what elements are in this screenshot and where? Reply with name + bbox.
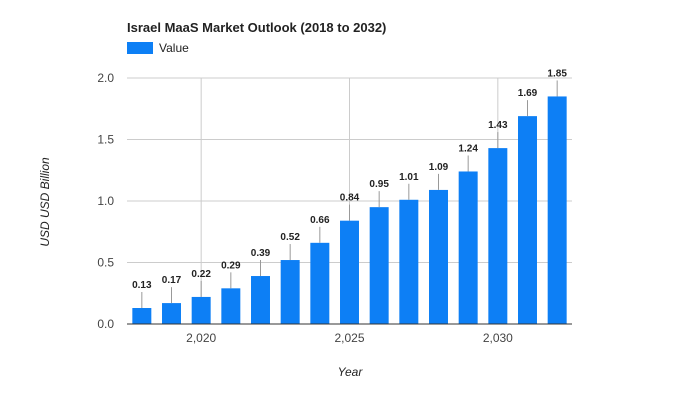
- bar: [132, 308, 152, 324]
- data-label: 0.17: [162, 275, 182, 286]
- data-label: 0.22: [191, 269, 211, 280]
- x-tick-label: 2,020: [186, 331, 216, 345]
- bars: [132, 96, 567, 324]
- data-label: 1.43: [488, 120, 508, 131]
- data-label: 0.95: [369, 179, 389, 190]
- bar: [251, 276, 270, 324]
- x-axis-title: Year: [338, 365, 364, 379]
- data-label: 1.24: [458, 143, 478, 154]
- y-axis-ticks: 0.0 0.5 1.0 1.5 2.0: [97, 71, 114, 331]
- bar: [518, 116, 537, 324]
- bar: [280, 260, 300, 324]
- x-tick-label: 2,030: [483, 331, 513, 345]
- data-label: 0.52: [280, 232, 300, 243]
- data-label: 0.66: [310, 215, 330, 226]
- y-tick-label: 1.5: [97, 133, 114, 147]
- legend: Value: [127, 41, 189, 55]
- bar: [340, 220, 359, 324]
- legend-label: Value: [159, 41, 189, 55]
- y-tick-label: 2.0: [97, 71, 114, 85]
- y-axis-title: USD USD Billion: [38, 157, 52, 247]
- bar: [310, 242, 330, 324]
- data-label: 0.84: [340, 193, 360, 204]
- bar: [399, 199, 419, 324]
- bar: [162, 303, 181, 324]
- legend-swatch: [127, 42, 153, 54]
- bar: [429, 189, 448, 324]
- bar: [369, 207, 389, 324]
- data-label: 1.69: [518, 88, 538, 99]
- chart-title: Israel MaaS Market Outlook (2018 to 2032…: [127, 20, 386, 35]
- y-tick-label: 0.5: [97, 256, 114, 270]
- data-label: 1.09: [429, 162, 449, 173]
- data-label: 1.85: [547, 68, 567, 79]
- bar: [488, 148, 508, 324]
- bar: [221, 288, 241, 324]
- y-tick-label: 1.0: [97, 194, 114, 208]
- bar: [191, 296, 211, 324]
- bar: [547, 96, 567, 324]
- data-labels: 0.13 0.17 0.22 0.29 0.39 0.52 0.66 0.84 0.95 1.01…: [132, 68, 567, 309]
- bar: [458, 171, 478, 324]
- x-axis-ticks: 2,020 2,025 2,030: [186, 331, 513, 345]
- y-tick-label: 0.0: [97, 317, 114, 331]
- data-label: 0.13: [132, 280, 152, 291]
- data-label: 1.01: [399, 172, 419, 183]
- data-label: 0.39: [251, 248, 271, 259]
- data-label: 0.29: [221, 260, 241, 271]
- x-tick-label: 2,025: [334, 331, 364, 345]
